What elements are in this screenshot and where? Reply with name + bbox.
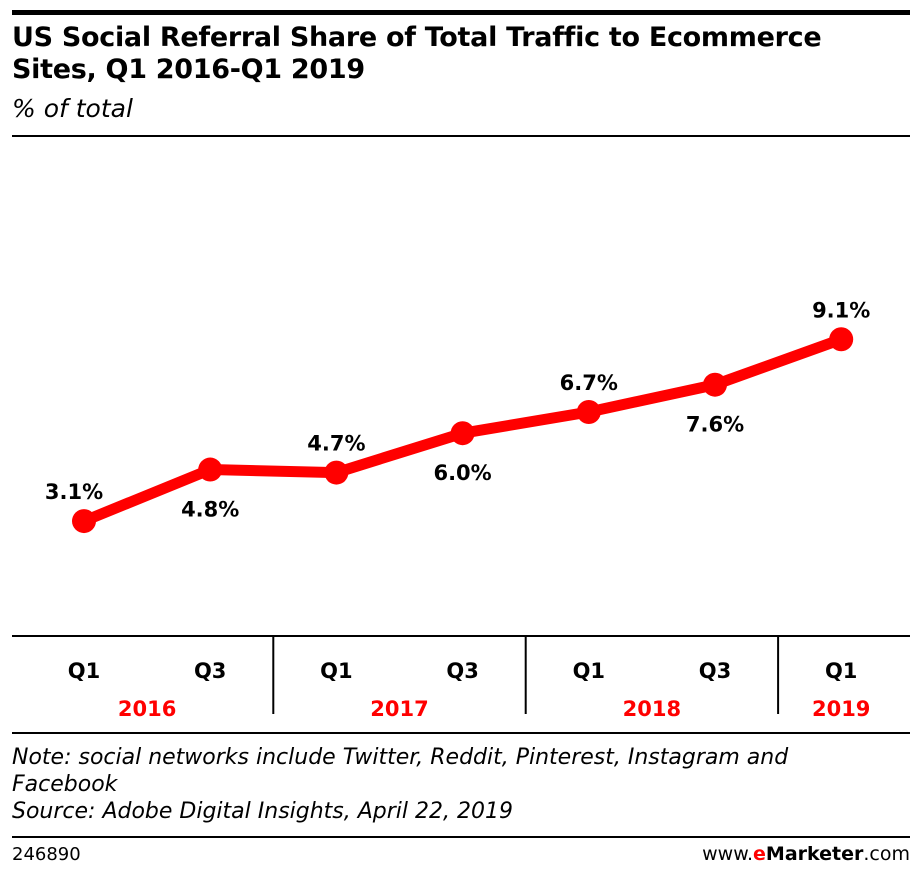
x-tick-label: Q1 bbox=[68, 659, 100, 683]
brand-prefix: www. bbox=[702, 843, 754, 865]
chart-id: 246890 bbox=[12, 844, 81, 865]
brand-e: e bbox=[753, 843, 766, 865]
brand-name: Marketer bbox=[765, 843, 864, 865]
header-divider bbox=[12, 135, 910, 137]
x-tick-label: Q3 bbox=[699, 659, 731, 683]
notes-block: Note: social networks include Twitter, R… bbox=[12, 744, 892, 825]
year-label: 2018 bbox=[623, 697, 681, 721]
data-label: 3.1% bbox=[45, 480, 103, 504]
data-label: 4.8% bbox=[181, 498, 239, 522]
data-point bbox=[324, 460, 349, 485]
year-label: 2017 bbox=[370, 697, 428, 721]
chart-subtitle: % of total bbox=[12, 94, 133, 123]
data-point bbox=[72, 509, 96, 534]
brand-logo: www.eMarketer.com bbox=[702, 843, 910, 865]
data-label: 6.0% bbox=[433, 461, 491, 485]
year-label: 2016 bbox=[118, 697, 176, 721]
data-label: 6.7% bbox=[560, 371, 618, 395]
chart-title: US Social Referral Share of Total Traffi… bbox=[12, 22, 822, 85]
data-point bbox=[450, 421, 475, 446]
data-point bbox=[198, 457, 223, 482]
top-border bbox=[12, 10, 910, 15]
data-point bbox=[703, 372, 727, 397]
data-point bbox=[829, 327, 854, 352]
data-label: 4.7% bbox=[307, 432, 365, 456]
x-tick-label: Q1 bbox=[320, 659, 352, 683]
data-label: 9.1% bbox=[812, 298, 870, 322]
footer-divider bbox=[12, 732, 910, 734]
data-point bbox=[576, 399, 601, 424]
x-tick-label: Q1 bbox=[573, 659, 605, 683]
note-text: Note: social networks include Twitter, R… bbox=[12, 745, 789, 797]
data-label: 7.6% bbox=[686, 413, 744, 437]
bottom-divider bbox=[12, 836, 910, 838]
x-tick-label: Q3 bbox=[194, 659, 226, 683]
brand-suffix: .com bbox=[863, 843, 910, 865]
x-tick-label: Q3 bbox=[446, 659, 478, 683]
year-label: 2019 bbox=[812, 697, 870, 721]
source-text: Source: Adobe Digital Insights, April 22… bbox=[12, 799, 513, 824]
line-chart: 3.1% 4.8% 4.7% 6.0% 6.7% 7.6% 9.1% Q1 Q3 Q1 Q3 Q1 Q3… bbox=[12, 298, 910, 721]
x-tick-label: Q1 bbox=[825, 659, 857, 683]
